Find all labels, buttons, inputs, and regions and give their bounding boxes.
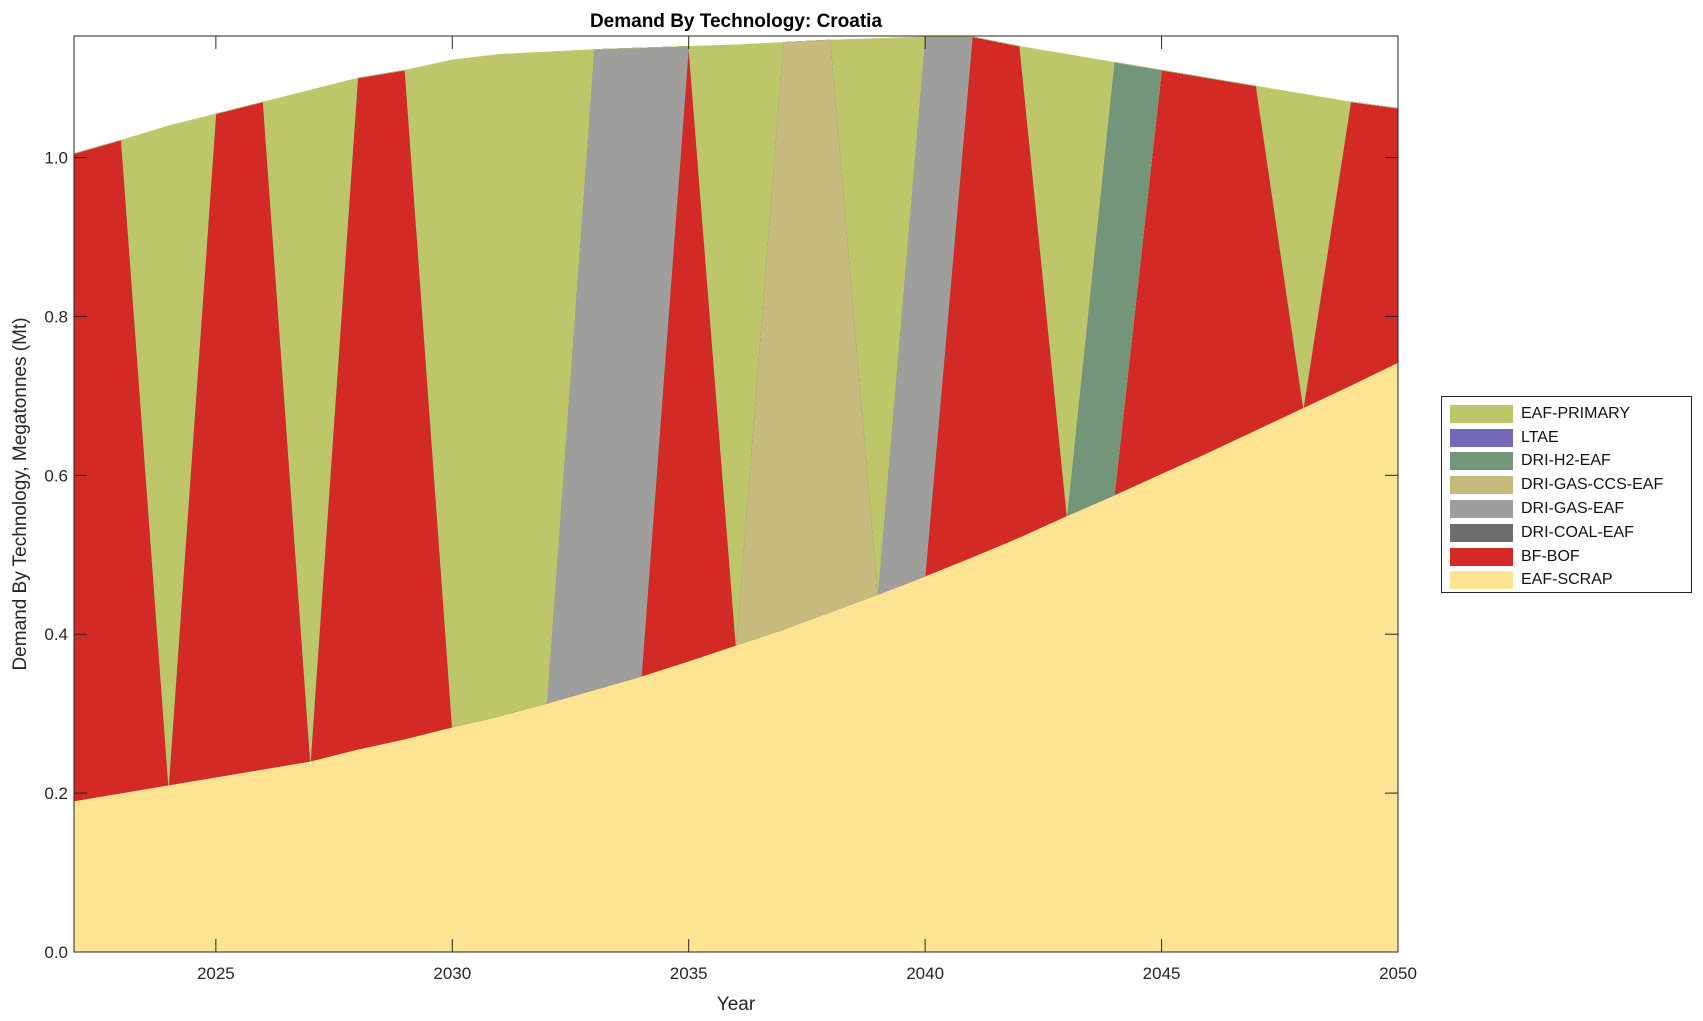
legend-label: DRI-GAS-CCS-EAF (1521, 476, 1664, 494)
x-tick-label: 2035 (670, 964, 708, 983)
legend-label: EAF-SCRAP (1521, 571, 1613, 589)
legend-swatch (1450, 428, 1513, 447)
x-tick-label: 2050 (1379, 964, 1417, 983)
y-tick-label: 0.2 (44, 784, 68, 803)
x-tick-label: 2045 (1143, 964, 1181, 983)
y-tick-label: 0.6 (44, 466, 68, 485)
legend: EAF-PRIMARY LTAE DRI-H2-EAF DRI-GAS-CCS-EAF… (1441, 396, 1692, 593)
x-tick-label: 2030 (433, 964, 471, 983)
x-tick-label: 2025 (197, 964, 235, 983)
area-layers (73, 36, 1399, 953)
legend-swatch (1450, 523, 1513, 542)
y-tick-label: 1.0 (44, 149, 68, 168)
legend-swatch (1450, 547, 1513, 566)
legend-swatch (1450, 500, 1513, 519)
legend-label: DRI-H2-EAF (1521, 452, 1611, 470)
legend-label: DRI-COAL-EAF (1521, 523, 1634, 541)
legend-item: DRI-H2-EAF (1442, 450, 1691, 474)
legend-label: LTAE (1521, 428, 1559, 446)
legend-swatch (1450, 476, 1513, 495)
x-axis-label: Year (717, 994, 756, 1015)
legend-item: DRI-COAL-EAF (1442, 521, 1691, 545)
y-tick-label: 0.8 (44, 307, 68, 326)
x-tick-label: 2040 (906, 964, 944, 983)
y-tick-label: 0.0 (44, 943, 68, 962)
chart-title: Demand By Technology: Croatia (590, 11, 883, 32)
legend-swatch (1450, 571, 1513, 590)
legend-item: LTAE (1442, 426, 1691, 450)
legend-swatch (1450, 404, 1513, 423)
axis-ticks: 2025 2030 2035 2040 2045 2050 0.0 0.2 0.4 0.6 0.8 1… (44, 36, 1417, 983)
legend-item: EAF-PRIMARY (1442, 402, 1691, 426)
legend-item: EAF-SCRAP (1442, 569, 1691, 593)
plot-frame (73, 35, 1399, 953)
y-axis-label: Demand By Technology, Megatonnes (Mt) (10, 317, 31, 670)
y-tick-label: 0.4 (44, 625, 68, 644)
legend-item: DRI-GAS-CCS-EAF (1442, 473, 1691, 497)
legend-item: BF-BOF (1442, 545, 1691, 569)
legend-label: DRI-GAS-EAF (1521, 500, 1625, 518)
legend-swatch (1450, 452, 1513, 471)
legend-label: BF-BOF (1521, 547, 1580, 565)
legend-item: DRI-GAS-EAF (1442, 497, 1691, 521)
legend-label: EAF-PRIMARY (1521, 404, 1631, 422)
